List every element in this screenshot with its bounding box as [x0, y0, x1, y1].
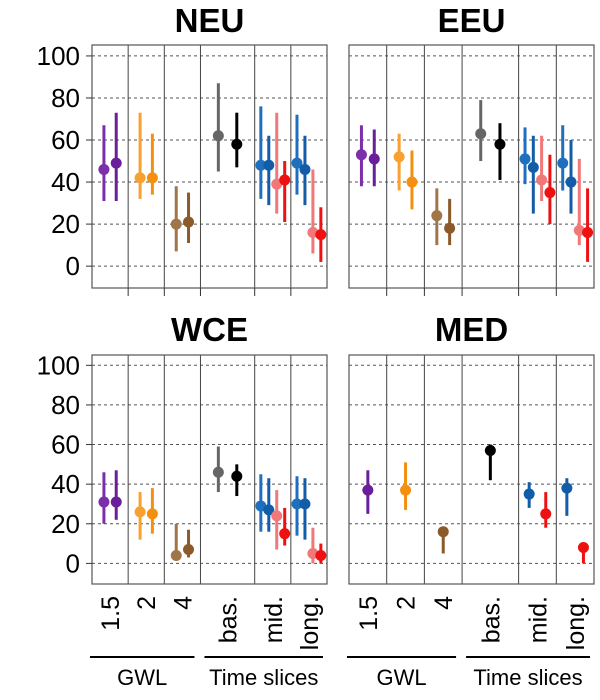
data-point — [263, 159, 275, 171]
data-point — [170, 218, 182, 230]
x-tick-label: 1.5 — [355, 596, 383, 631]
panel-frame — [91, 44, 328, 289]
y-tick-label: 0 — [66, 548, 80, 578]
data-point — [279, 528, 291, 540]
data-point — [573, 224, 585, 236]
data-point — [577, 542, 589, 554]
data-point — [271, 510, 283, 522]
data-point — [393, 151, 405, 163]
data-point — [444, 222, 456, 234]
panel-title: NEU — [175, 2, 245, 39]
data-point — [315, 549, 327, 561]
data-point — [355, 149, 367, 161]
data-point — [315, 229, 327, 241]
data-point — [475, 128, 487, 140]
x-tick-label: 4 — [169, 596, 197, 610]
x-tick-label: bas. — [477, 596, 505, 643]
x-tick-label: bas. — [215, 596, 243, 643]
data-point — [255, 159, 267, 171]
data-point — [400, 484, 412, 496]
data-point — [494, 138, 506, 150]
data-point — [557, 157, 569, 169]
data-point — [263, 504, 275, 516]
data-point — [183, 544, 195, 556]
group-label: Time slices — [473, 665, 582, 690]
x-tick-label: 2 — [133, 596, 161, 610]
panel-frame — [348, 354, 595, 585]
data-point — [368, 153, 380, 165]
data-point — [561, 482, 573, 494]
panel-neu: NEU 0 20 40 60 80 100 — [37, 2, 328, 296]
panel-eeu: EEU — [348, 2, 595, 296]
data-point — [544, 187, 556, 199]
y-tick-label: 100 — [37, 350, 80, 380]
y-tick-label: 60 — [51, 430, 80, 460]
data-point — [146, 172, 158, 184]
y-tick-label: 80 — [51, 390, 80, 420]
panel-title: MED — [435, 311, 508, 348]
data-point — [582, 226, 594, 238]
panel-frame — [91, 354, 328, 585]
data-point — [299, 163, 311, 175]
x-tick-label: 1.5 — [97, 596, 125, 631]
data-point — [523, 488, 535, 500]
data-point — [291, 157, 303, 169]
data-point — [110, 157, 122, 169]
data-point — [183, 216, 195, 228]
data-point — [406, 176, 418, 188]
data-point — [110, 496, 122, 508]
data-point — [98, 163, 110, 175]
panel-title: WCE — [171, 311, 248, 348]
y-tick-label: 40 — [51, 167, 80, 197]
data-point — [519, 153, 531, 165]
y-tick-label: 80 — [51, 83, 80, 113]
x-tick-label: long. — [296, 596, 324, 650]
panel-frame — [348, 44, 595, 289]
data-point — [231, 138, 243, 150]
y-tick-label: 100 — [37, 41, 80, 71]
y-tick-label: 20 — [51, 209, 80, 239]
data-point — [98, 496, 110, 508]
x-tick-label: mid. — [524, 596, 552, 643]
panel-title: EEU — [438, 2, 506, 39]
y-tick-label: 40 — [51, 469, 80, 499]
data-point — [170, 549, 182, 561]
data-point — [134, 506, 146, 518]
data-point — [212, 130, 224, 142]
data-point — [362, 484, 374, 496]
data-point — [540, 508, 552, 520]
group-label: GWL — [117, 665, 167, 690]
data-point — [279, 174, 291, 186]
data-point — [431, 210, 443, 222]
y-tick-label: 20 — [51, 509, 80, 539]
data-point — [565, 176, 577, 188]
data-point — [146, 508, 158, 520]
data-point — [536, 174, 548, 186]
group-label: GWL — [376, 665, 426, 690]
data-point — [437, 526, 449, 538]
panel-wce: WCE 0 20 40 60 80 100 1.5 2 4 bas. mid. long. GWL Time… — [37, 311, 328, 690]
data-point — [231, 470, 243, 482]
panel-med: MED 1.5 2 4 bas. mid. long. GWL Time slices — [347, 311, 595, 690]
x-tick-label: 4 — [430, 596, 458, 610]
x-tick-label: mid. — [260, 596, 288, 643]
data-point — [527, 161, 539, 173]
data-point — [291, 498, 303, 510]
data-point — [299, 498, 311, 510]
group-label: Time slices — [209, 665, 318, 690]
y-tick-label: 0 — [66, 251, 80, 281]
y-tick-label: 60 — [51, 125, 80, 155]
x-tick-label: long. — [562, 596, 590, 650]
data-point — [484, 444, 496, 456]
data-point — [134, 172, 146, 184]
x-tick-label: 2 — [393, 596, 421, 610]
data-point — [212, 466, 224, 478]
